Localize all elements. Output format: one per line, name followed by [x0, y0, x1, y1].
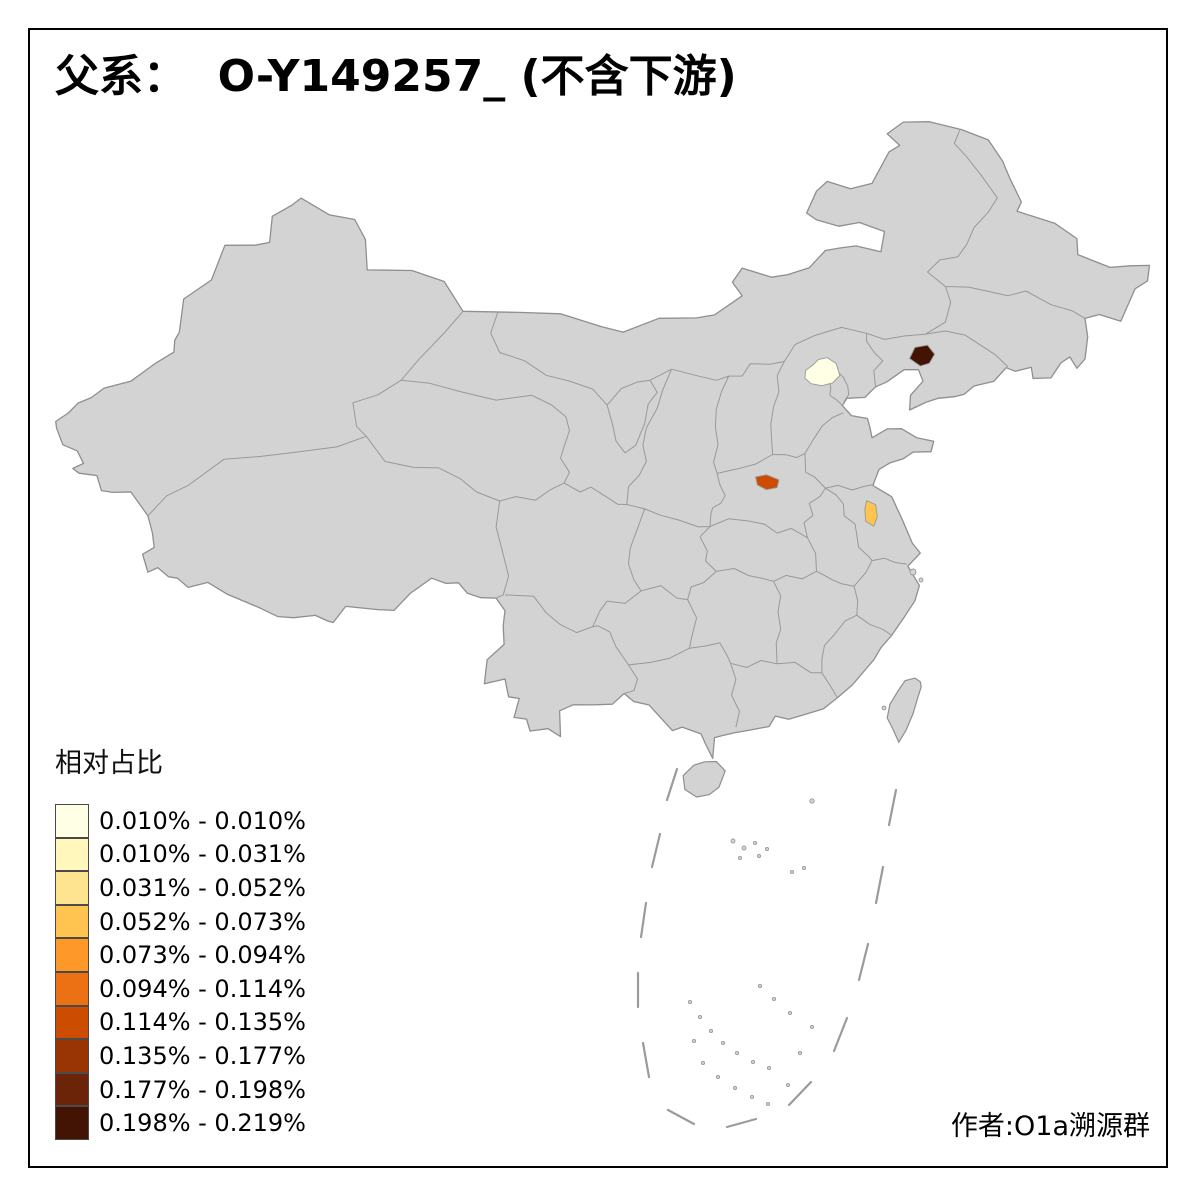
- sea-island-speck: [771, 996, 777, 1002]
- legend-swatch: [55, 1005, 89, 1040]
- legend: 相对占比 0.010% - 0.010% 0.010% - 0.031% 0.031…: [55, 741, 306, 1140]
- region-west-liaoning-area: [909, 344, 936, 367]
- legend-item: 0.010% - 0.031%: [55, 837, 306, 872]
- legend-label: 0.198% - 0.219%: [99, 1109, 306, 1138]
- legend-item: 0.073% - 0.094%: [55, 938, 306, 972]
- sea-island-speck: [756, 853, 762, 859]
- sea-island-speck: [809, 1024, 815, 1030]
- sea-island-speck: [787, 1010, 793, 1016]
- sea-island-speck: [730, 838, 736, 844]
- legend-item: 0.094% - 0.114%: [55, 971, 306, 1006]
- sea-island-speck: [720, 1040, 726, 1046]
- legend-swatch: [55, 1039, 89, 1073]
- sea-island-speck: [789, 869, 795, 875]
- legend-item: 0.010% - 0.010%: [55, 804, 306, 838]
- region-central-henan-area: [755, 474, 780, 491]
- sea-island-speck: [708, 1028, 714, 1034]
- sea-island-speck: [749, 1094, 755, 1100]
- sea-island-speck: [741, 845, 747, 851]
- legend-item: 0.052% - 0.073%: [55, 904, 306, 939]
- sea-island-speck: [766, 1065, 772, 1071]
- legend-label: 0.010% - 0.010%: [99, 806, 306, 835]
- attribution: 作者:O1a溯源群: [950, 1111, 1150, 1142]
- sea-island-speck: [732, 1085, 738, 1091]
- figure-title: 父系： O-Y149257_ (不含下游): [55, 51, 737, 102]
- legend-label: 0.073% - 0.094%: [99, 941, 306, 970]
- sea-island-speck: [697, 1014, 703, 1020]
- legend-label: 0.094% - 0.114%: [99, 974, 306, 1003]
- legend-swatch: [55, 837, 89, 872]
- legend-swatch: [55, 971, 89, 1006]
- sea-island-speck: [765, 1101, 771, 1107]
- nine-dash-line: [636, 767, 898, 1129]
- legend-item: 0.177% - 0.198%: [55, 1072, 306, 1107]
- sea-island-speck: [687, 999, 693, 1005]
- sea-island-speck: [750, 1059, 756, 1065]
- sea-island-speck: [715, 1074, 721, 1080]
- china-mainland: [55, 121, 1151, 759]
- sea-island-speck: [918, 577, 924, 583]
- legend-items: 0.010% - 0.010% 0.010% - 0.031% 0.031% - 0…: [55, 804, 306, 1140]
- legend-title: 相对占比: [55, 748, 163, 779]
- sea-island-speck: [785, 1082, 791, 1088]
- legend-swatch: [55, 1106, 89, 1140]
- sea-island-speck: [691, 1038, 697, 1044]
- sea-island-speck: [801, 865, 807, 871]
- legend-swatch: [55, 871, 89, 905]
- legend-label: 0.114% - 0.135%: [99, 1008, 306, 1037]
- legend-item: 0.031% - 0.052%: [55, 871, 306, 905]
- sea-island-speck: [700, 1060, 706, 1066]
- sea-island-speck: [797, 1050, 803, 1056]
- legend-label: 0.177% - 0.198%: [99, 1075, 306, 1104]
- region-central-jiangsu-area: [864, 500, 878, 527]
- hainan-island: [682, 760, 726, 798]
- sea-island-speck: [734, 1050, 740, 1056]
- legend-item: 0.135% - 0.177%: [55, 1039, 306, 1073]
- legend-item: 0.198% - 0.219%: [55, 1106, 306, 1140]
- sea-island-speck: [752, 840, 758, 846]
- legend-swatch: [55, 938, 89, 972]
- sea-island-speck: [809, 798, 815, 804]
- legend-label: 0.052% - 0.073%: [99, 907, 306, 936]
- sea-island-speck: [881, 705, 887, 711]
- sea-island-speck: [909, 568, 917, 576]
- province-borders: [147, 130, 1086, 728]
- legend-label: 0.010% - 0.031%: [99, 840, 306, 869]
- sea-island-speck: [737, 855, 743, 861]
- sea-island-speck: [757, 983, 763, 989]
- legend-swatch: [55, 804, 89, 838]
- region-beijing-area: [804, 357, 841, 387]
- taiwan-island: [886, 677, 922, 744]
- legend-label: 0.031% - 0.052%: [99, 873, 306, 902]
- sea-island-speck: [764, 846, 770, 852]
- legend-swatch: [55, 1072, 89, 1107]
- legend-swatch: [55, 904, 89, 939]
- legend-label: 0.135% - 0.177%: [99, 1041, 306, 1070]
- legend-item: 0.114% - 0.135%: [55, 1005, 306, 1040]
